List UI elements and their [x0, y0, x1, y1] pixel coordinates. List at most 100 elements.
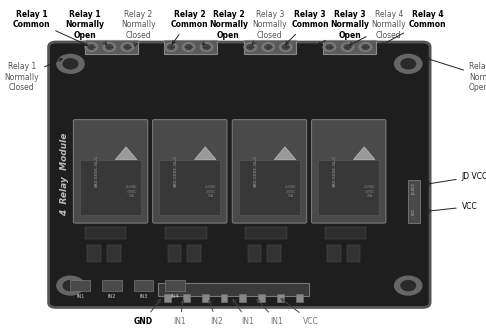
- FancyBboxPatch shape: [164, 40, 217, 54]
- Text: IN1: IN1: [233, 300, 254, 326]
- Circle shape: [57, 276, 84, 295]
- FancyBboxPatch shape: [158, 283, 309, 296]
- Circle shape: [282, 45, 289, 49]
- Circle shape: [395, 276, 422, 295]
- FancyBboxPatch shape: [202, 294, 208, 302]
- Circle shape: [203, 45, 210, 49]
- FancyBboxPatch shape: [327, 245, 341, 262]
- Text: Relay 3
Common: Relay 3 Common: [286, 10, 329, 44]
- FancyBboxPatch shape: [323, 40, 376, 54]
- FancyBboxPatch shape: [325, 227, 366, 239]
- FancyBboxPatch shape: [168, 245, 181, 262]
- Text: IN1: IN1: [76, 294, 85, 299]
- Circle shape: [121, 43, 134, 51]
- Text: VCC: VCC: [281, 299, 319, 326]
- Text: VCC: VCC: [412, 208, 417, 215]
- Text: IN1: IN1: [174, 300, 186, 326]
- FancyBboxPatch shape: [347, 245, 360, 262]
- FancyBboxPatch shape: [183, 294, 190, 302]
- FancyBboxPatch shape: [232, 120, 307, 223]
- Text: Relay 1
Normally
Closed: Relay 1 Normally Closed: [4, 58, 62, 92]
- Text: Relay 4
Normally
Open: Relay 4 Normally Open: [427, 58, 486, 92]
- Polygon shape: [115, 147, 137, 160]
- Circle shape: [185, 45, 192, 49]
- Circle shape: [344, 45, 351, 49]
- FancyBboxPatch shape: [102, 280, 122, 291]
- Text: JD VCC: JD VCC: [427, 172, 486, 185]
- Text: Relay 4
Common: Relay 4 Common: [382, 10, 447, 45]
- Circle shape: [395, 54, 422, 73]
- FancyBboxPatch shape: [70, 280, 90, 291]
- FancyBboxPatch shape: [277, 294, 284, 302]
- FancyBboxPatch shape: [187, 245, 201, 262]
- Circle shape: [401, 59, 416, 69]
- Text: SRD-5VDC-SL-C: SRD-5VDC-SL-C: [253, 155, 258, 187]
- Text: SRD-5VDC-SL-C: SRD-5VDC-SL-C: [174, 155, 178, 187]
- FancyBboxPatch shape: [296, 294, 303, 302]
- FancyBboxPatch shape: [239, 160, 300, 215]
- FancyBboxPatch shape: [73, 120, 148, 223]
- Text: JD-VCC: JD-VCC: [412, 183, 417, 196]
- Circle shape: [106, 45, 113, 49]
- FancyBboxPatch shape: [107, 245, 121, 262]
- Text: 4  Relay  Module: 4 Relay Module: [60, 133, 69, 216]
- FancyBboxPatch shape: [258, 294, 265, 302]
- Circle shape: [244, 43, 257, 51]
- Text: Relay 1
Common: Relay 1 Common: [13, 10, 88, 46]
- Polygon shape: [353, 147, 375, 160]
- Text: VCC: VCC: [427, 202, 477, 212]
- Circle shape: [247, 45, 254, 49]
- FancyBboxPatch shape: [49, 42, 430, 307]
- FancyBboxPatch shape: [87, 245, 101, 262]
- Circle shape: [168, 45, 174, 49]
- Circle shape: [401, 281, 416, 291]
- Circle shape: [57, 54, 84, 73]
- FancyBboxPatch shape: [244, 40, 296, 54]
- FancyBboxPatch shape: [318, 160, 379, 215]
- Circle shape: [362, 45, 369, 49]
- Text: Relay 4
Normally
Closed: Relay 4 Normally Closed: [349, 10, 406, 45]
- FancyBboxPatch shape: [245, 227, 287, 239]
- Text: Relay 3
Normally
Closed: Relay 3 Normally Closed: [252, 10, 287, 45]
- Text: GND: GND: [134, 299, 160, 326]
- FancyBboxPatch shape: [165, 227, 207, 239]
- Circle shape: [85, 43, 98, 51]
- Circle shape: [165, 43, 177, 51]
- Circle shape: [200, 43, 213, 51]
- Circle shape: [63, 59, 78, 69]
- Text: SRD-5VDC-SL-C: SRD-5VDC-SL-C: [94, 155, 99, 187]
- FancyBboxPatch shape: [80, 160, 141, 215]
- FancyBboxPatch shape: [153, 120, 227, 223]
- Polygon shape: [194, 147, 216, 160]
- Text: Relay 3
Normally
Open: Relay 3 Normally Open: [318, 10, 369, 45]
- FancyBboxPatch shape: [164, 294, 171, 302]
- Text: Relay 2
Normally
Open: Relay 2 Normally Open: [202, 10, 248, 45]
- FancyBboxPatch shape: [267, 245, 281, 262]
- Text: 250VAC
30VDC
10A: 250VAC 30VDC 10A: [205, 185, 217, 198]
- Circle shape: [262, 43, 275, 51]
- FancyBboxPatch shape: [134, 280, 153, 291]
- FancyBboxPatch shape: [85, 227, 126, 239]
- Circle shape: [359, 43, 372, 51]
- Text: IN2: IN2: [208, 300, 223, 326]
- Text: 250VAC
30VDC
10A: 250VAC 30VDC 10A: [285, 185, 296, 198]
- Text: IN3: IN3: [139, 294, 148, 299]
- Text: 250VAC
30VDC
10A: 250VAC 30VDC 10A: [364, 185, 376, 198]
- Text: IN1: IN1: [257, 299, 283, 326]
- FancyBboxPatch shape: [240, 294, 246, 302]
- Text: 250VAC
30VDC
10A: 250VAC 30VDC 10A: [126, 185, 138, 198]
- Polygon shape: [274, 147, 295, 160]
- Circle shape: [63, 281, 78, 291]
- Text: Relay 2
Normally
Closed: Relay 2 Normally Closed: [121, 10, 156, 46]
- FancyBboxPatch shape: [221, 294, 227, 302]
- Circle shape: [88, 45, 95, 49]
- FancyBboxPatch shape: [165, 280, 185, 291]
- Text: Relay 1
Normally
Open: Relay 1 Normally Open: [66, 10, 107, 45]
- Circle shape: [265, 45, 272, 49]
- Text: IN2: IN2: [107, 294, 116, 299]
- FancyBboxPatch shape: [159, 160, 220, 215]
- Text: Relay 2
Common: Relay 2 Common: [171, 10, 208, 44]
- Circle shape: [279, 43, 292, 51]
- Circle shape: [341, 43, 354, 51]
- FancyBboxPatch shape: [408, 180, 420, 223]
